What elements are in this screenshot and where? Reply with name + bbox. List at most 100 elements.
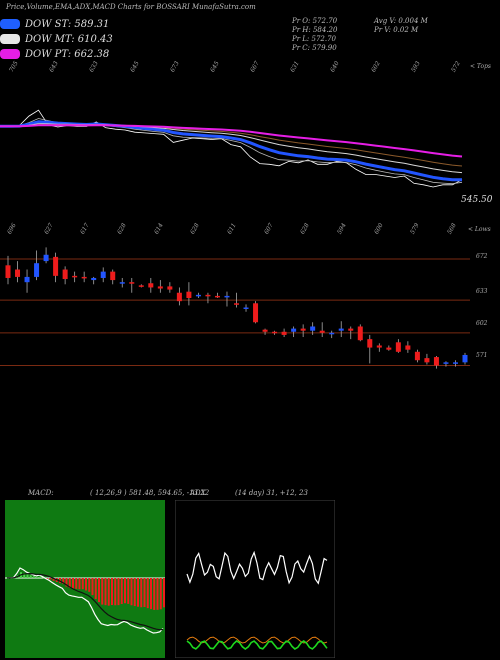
macd-hist-bar-2 <box>13 577 16 579</box>
legend-label-st: DOW ST: 589.31 <box>25 18 110 30</box>
adx-background <box>175 500 335 658</box>
macd-hist-bar-38 <box>130 578 133 606</box>
candle-45 <box>433 357 439 366</box>
candle-41 <box>395 342 401 352</box>
candle-17 <box>167 286 173 290</box>
adx-plus-di-line <box>186 640 328 650</box>
candle-21 <box>205 294 211 297</box>
candle-39 <box>376 345 382 348</box>
macd-hist-bar-46 <box>156 578 159 610</box>
macd-hist-bar-19 <box>68 578 71 588</box>
candle-42 <box>405 345 411 350</box>
candle-48 <box>462 354 468 363</box>
macd-hist-bar-33 <box>114 578 117 606</box>
candle-9 <box>91 277 97 281</box>
macd-signal-line <box>6 572 164 631</box>
macd-hist-bar-28 <box>98 578 100 603</box>
candle-12 <box>119 282 125 284</box>
candle-8 <box>81 276 87 279</box>
macd-hist-bar-7 <box>29 575 32 578</box>
macd-title: MACD: <box>28 489 54 497</box>
candle-18 <box>176 292 182 302</box>
candle-28 <box>272 331 278 334</box>
candle-46 <box>443 362 449 364</box>
candle-30 <box>291 328 297 332</box>
macd-hist-bar-24 <box>85 578 87 591</box>
adx-panel <box>175 500 335 658</box>
candle-44 <box>424 358 430 363</box>
legend-dow-st: DOW ST: 589.31 <box>0 17 109 31</box>
adx-title: ADX <box>190 489 206 497</box>
candle-14 <box>138 285 144 287</box>
legend-swatch-mt <box>0 34 20 44</box>
candle-13 <box>129 282 135 284</box>
macd-hist-bar-22 <box>78 578 81 590</box>
candle-25 <box>243 307 249 309</box>
info-open: Pr O: 572.70 <box>292 17 338 25</box>
legend-dow-mt: DOW MT: 610.43 <box>0 32 113 46</box>
candle-43 <box>414 351 420 361</box>
candle-26 <box>253 303 259 323</box>
candle-32 <box>310 326 316 331</box>
macd-hist-bar-10 <box>39 576 42 578</box>
candle-34 <box>329 332 335 335</box>
macd-hist-bar-8 <box>33 576 35 578</box>
candle-24 <box>234 303 239 305</box>
adx-params: (14 day) 31, +12, 23 <box>235 489 308 497</box>
macd-hist-bar-25 <box>88 578 91 592</box>
macd-hist-bar-47 <box>159 578 162 610</box>
candle-22 <box>214 295 220 298</box>
candle-33 <box>319 330 325 333</box>
legend-dow-pt: DOW PT: 662.38 <box>0 47 109 61</box>
price-level-672: 672 <box>476 253 488 260</box>
macd-hist-bar-41 <box>140 578 143 608</box>
candle-2 <box>24 276 30 283</box>
macd-hist-bar-45 <box>153 578 156 610</box>
macd-hist-bar-12 <box>46 578 48 579</box>
chart-title: Price,Volume,EMA,ADX,MACD Charts for BOS… <box>6 3 256 11</box>
candle-27 <box>262 329 268 332</box>
candle-29 <box>281 331 287 335</box>
candle-11 <box>110 271 116 281</box>
macd-hist-bar-27 <box>94 578 97 600</box>
price-level-633: 633 <box>476 288 488 295</box>
macd-params: ( 12,26,9 ) 581.48, 594.65, -13.22 <box>90 489 210 497</box>
macd-line <box>6 567 164 634</box>
macd-hist-bar-9 <box>36 576 39 578</box>
candle-3 <box>34 263 40 277</box>
macd-hist-bar-40 <box>137 578 139 607</box>
macd-hist-bar-6 <box>26 574 29 578</box>
info-volume: Pr V: 0.02 M <box>374 26 419 34</box>
price-level-571: 571 <box>476 352 488 359</box>
info-low: Pr L: 572.70 <box>292 35 337 43</box>
info-close: Pr C: 579.90 <box>292 44 337 52</box>
candle-20 <box>195 294 201 297</box>
macd-hist-bar-30 <box>104 578 107 606</box>
info-avg-volume: Avg V: 0.004 M <box>374 17 428 25</box>
macd-hist-bar-44 <box>150 578 152 610</box>
price-level-602: 602 <box>476 320 488 327</box>
candle-38 <box>367 339 373 348</box>
macd-hist-bar-20 <box>72 578 74 589</box>
candle-5 <box>53 256 59 276</box>
macd-hist-bar-23 <box>81 578 84 590</box>
tops-label: < Tops <box>470 63 492 70</box>
adx-minus-di-line <box>186 636 328 644</box>
adx-line <box>186 550 328 585</box>
candle-35 <box>338 328 344 331</box>
ema-fast-line <box>0 118 463 185</box>
macd-hist-bar-42 <box>143 578 146 607</box>
macd-hist-bar-48 <box>163 578 165 608</box>
price-chart <box>0 109 470 369</box>
macd-hist-bar-26 <box>91 578 94 596</box>
macd-hist-bar-18 <box>65 578 68 587</box>
ema-pt-line <box>0 124 463 158</box>
macd-hist-bar-32 <box>111 578 113 606</box>
info-high: Pr H: 584.20 <box>292 26 338 34</box>
legend-label-mt: DOW MT: 610.43 <box>25 33 113 45</box>
macd-hist-bar-14 <box>52 578 55 581</box>
candle-6 <box>62 269 68 280</box>
macd-hist-bar-17 <box>62 578 65 584</box>
candle-40 <box>386 347 392 350</box>
macd-hist-bar-29 <box>101 578 104 605</box>
